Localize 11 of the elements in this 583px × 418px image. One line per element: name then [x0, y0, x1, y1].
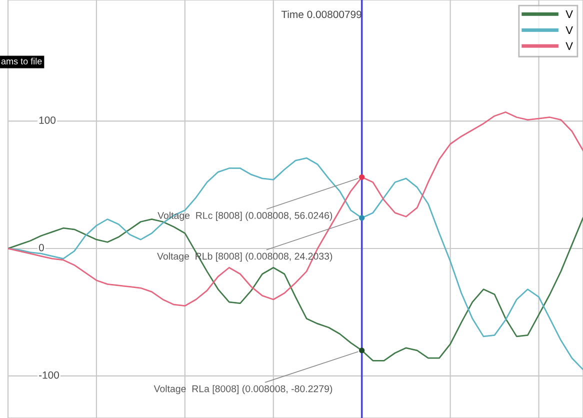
legend-label: V — [566, 26, 573, 34]
legend-label: V — [566, 42, 573, 50]
line-series — [8, 111, 583, 307]
legend-label: V — [566, 10, 573, 18]
y-tick-label: -100 — [39, 371, 59, 379]
annotation: ams to file — [1, 58, 42, 64]
annotation: Time 0.00800799 — [281, 10, 362, 18]
y-tick-label: 0 — [38, 244, 44, 252]
annotation: Voltage RLa [8008] (0.008008, -80.2279) — [154, 385, 332, 394]
y-tick-label: 100 — [39, 116, 56, 124]
line-series — [8, 157, 583, 370]
